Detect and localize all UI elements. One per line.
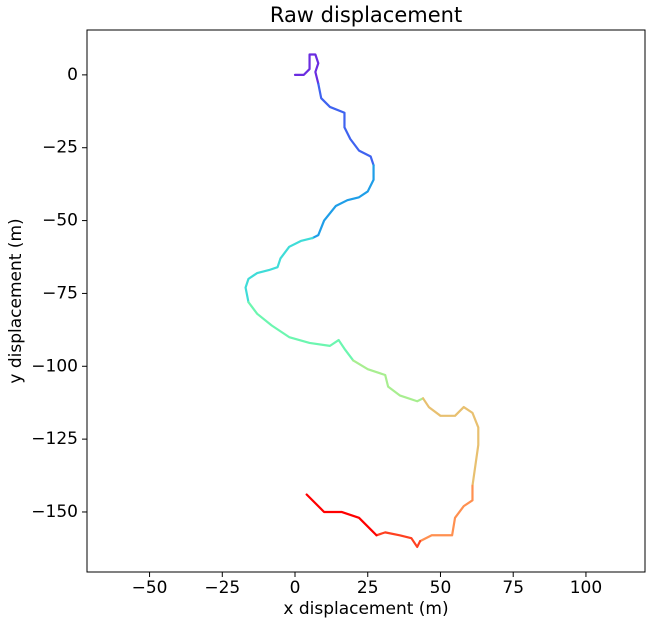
trajectory-line (247, 301, 355, 362)
plot-frame (86, 29, 646, 573)
y-axis-label: y displacement (m) (6, 218, 26, 383)
y-tick-label: −50 (42, 211, 78, 231)
chart-title: Raw displacement (270, 3, 462, 27)
x-tick-label: 50 (430, 578, 452, 598)
y-tick-label: −75 (42, 283, 78, 303)
x-tick-label: 25 (357, 578, 379, 598)
y-tick-label: −25 (42, 138, 78, 158)
y-tick-label: −125 (31, 429, 78, 449)
y-tick-label: 0 (67, 65, 78, 85)
x-axis-label: x displacement (m) (283, 599, 448, 619)
y-tick-label: −150 (31, 502, 78, 522)
trajectory-line (317, 82, 375, 167)
x-tick-label: 100 (570, 578, 602, 598)
trajectory-line (421, 397, 480, 487)
trajectory-line (311, 164, 375, 240)
trajectory-line (305, 493, 378, 537)
trajectory-line (244, 236, 314, 304)
trajectory-line (375, 531, 422, 549)
trajectory-line (352, 359, 425, 403)
trajectory-line (419, 484, 474, 543)
trajectory-line (293, 53, 320, 85)
x-tick-label: 75 (502, 578, 524, 598)
x-tick-label: 0 (290, 578, 301, 598)
x-tick-label: −50 (132, 578, 168, 598)
y-tick-label: −100 (31, 356, 78, 376)
x-tick-label: −25 (204, 578, 240, 598)
